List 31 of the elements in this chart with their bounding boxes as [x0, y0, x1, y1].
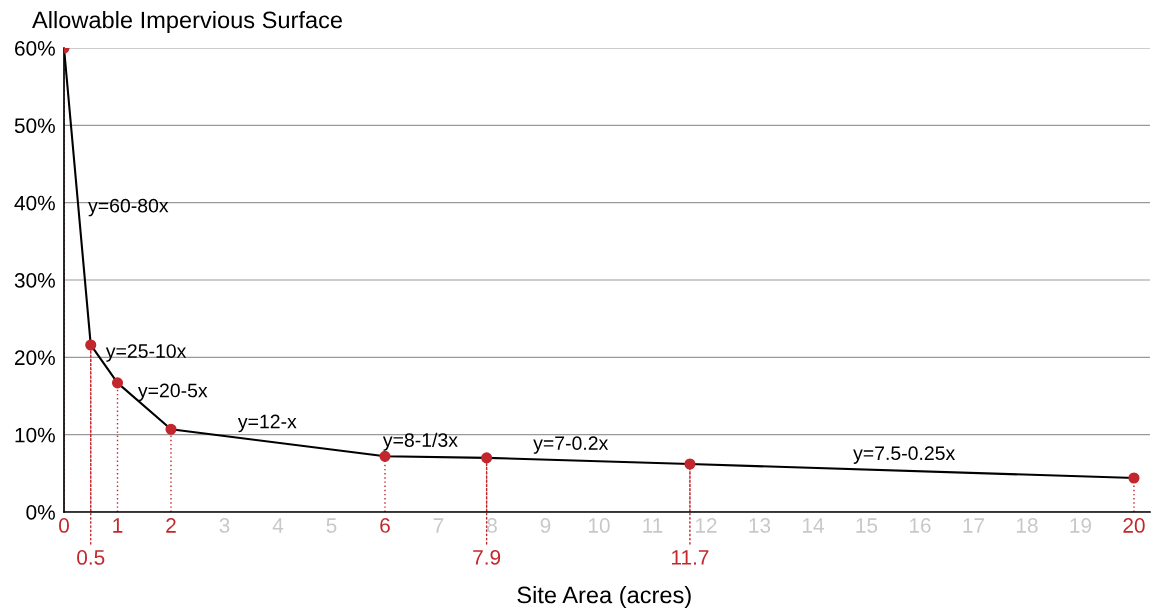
annotation: y=12-x	[237, 414, 297, 433]
point	[85, 339, 97, 351]
y-tick-label: 10%	[15, 427, 55, 443]
annotation: y=7.5-0.25x	[853, 446, 956, 464]
annotation: y=7-0.2x	[533, 436, 609, 454]
x-tick-label: 6	[380, 518, 390, 533]
y-tick-label: 60%	[15, 41, 55, 56]
x-tick-label: 1	[113, 518, 123, 533]
annotation: y=20-5x	[137, 383, 208, 402]
y-tick-label: 20%	[15, 350, 55, 366]
annotation: 0.5	[77, 550, 105, 565]
y-tick-label: 40%	[14, 195, 55, 211]
chart-title: Allowable Impervious Surface	[32, 11, 342, 33]
point	[379, 450, 391, 462]
annotation: y=25-10x	[105, 344, 187, 362]
x-tick-label: 2	[166, 518, 176, 533]
point	[481, 452, 493, 464]
x-axis-title: Site Area (acres)	[517, 585, 691, 608]
x-tick-label: 20	[1123, 518, 1145, 533]
x-tick-label: 0	[59, 518, 69, 533]
annotation: y=60-80x	[88, 198, 169, 217]
annotation: 11.7	[672, 550, 709, 565]
point	[165, 423, 177, 435]
point	[111, 377, 124, 389]
annotation: y=8-1/3x	[382, 432, 458, 451]
point	[1128, 472, 1140, 484]
y-tick-label: 30%	[14, 273, 55, 288]
y-tick-label: 0%	[26, 505, 55, 520]
y-tick-label: 50%	[14, 118, 55, 134]
point	[684, 458, 696, 470]
annotation: 7.9	[473, 550, 501, 565]
